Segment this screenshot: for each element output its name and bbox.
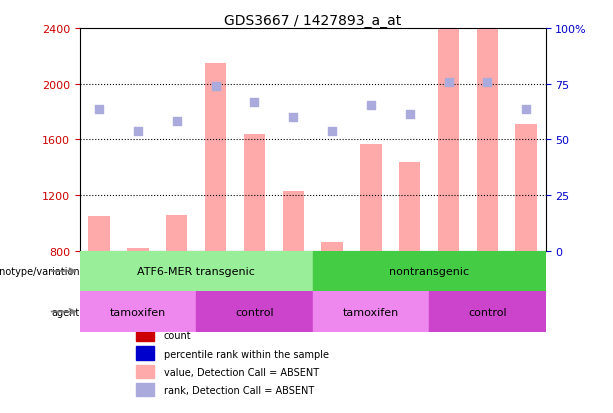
Point — [172, 119, 181, 125]
Bar — [438, 30, 459, 251]
Point — [133, 128, 143, 135]
Bar — [158, 29, 196, 251]
Bar — [360, 144, 381, 251]
Text: control: control — [235, 307, 274, 317]
Text: count: count — [164, 331, 191, 341]
Bar — [88, 216, 110, 251]
Bar — [283, 192, 304, 251]
Point — [249, 99, 259, 106]
Point — [327, 128, 337, 135]
Bar — [274, 29, 313, 251]
Text: nontransgenic: nontransgenic — [389, 266, 469, 276]
Bar — [468, 29, 507, 251]
Bar — [429, 29, 468, 251]
Bar — [196, 292, 313, 332]
Point — [482, 80, 492, 86]
Text: genotype/variation: genotype/variation — [0, 266, 80, 276]
Bar — [128, 248, 148, 251]
Point — [366, 102, 376, 109]
Bar — [429, 292, 546, 332]
Point — [288, 114, 298, 121]
Text: ATF6-MER transgenic: ATF6-MER transgenic — [137, 266, 255, 276]
Text: control: control — [468, 307, 507, 317]
Text: value, Detection Call = ABSENT: value, Detection Call = ABSENT — [164, 367, 319, 377]
Bar — [196, 29, 235, 251]
Bar — [135, 328, 154, 342]
Bar — [80, 29, 118, 251]
Text: percentile rank within the sample: percentile rank within the sample — [164, 349, 329, 359]
Bar — [313, 29, 351, 251]
Bar — [399, 162, 421, 251]
Text: agent: agent — [51, 307, 80, 317]
Bar — [351, 29, 390, 251]
Bar — [313, 292, 429, 332]
Bar — [135, 365, 154, 378]
Bar — [321, 243, 343, 251]
Bar — [516, 125, 537, 251]
Bar — [135, 347, 154, 360]
Point — [405, 112, 414, 119]
Bar — [118, 29, 158, 251]
Point — [94, 106, 104, 113]
Bar — [390, 29, 429, 251]
Bar — [80, 251, 313, 292]
Bar — [80, 292, 196, 332]
Bar — [135, 383, 154, 396]
Bar — [235, 29, 274, 251]
Bar — [313, 251, 546, 292]
Text: tamoxifen: tamoxifen — [110, 307, 166, 317]
Bar — [507, 29, 546, 251]
Point — [211, 84, 221, 90]
Point — [444, 80, 454, 86]
Text: rank, Detection Call = ABSENT: rank, Detection Call = ABSENT — [164, 385, 314, 395]
Point — [521, 106, 531, 113]
Title: GDS3667 / 1427893_a_at: GDS3667 / 1427893_a_at — [224, 14, 402, 28]
Bar — [244, 135, 265, 251]
Text: tamoxifen: tamoxifen — [343, 307, 399, 317]
Bar — [477, 30, 498, 251]
Bar — [205, 64, 226, 251]
Bar — [166, 215, 188, 251]
